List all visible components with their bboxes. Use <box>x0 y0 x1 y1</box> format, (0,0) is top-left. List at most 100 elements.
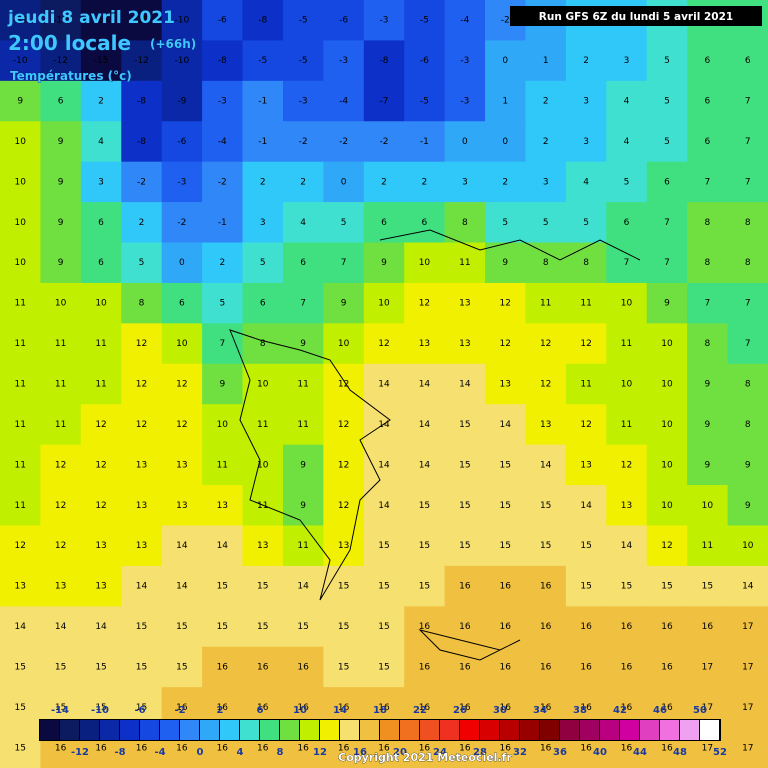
temperature-value: 5 <box>664 97 670 107</box>
temperature-value: 10 <box>661 460 673 470</box>
temperature-value: 15 <box>500 460 511 470</box>
field-cell <box>363 444 405 486</box>
field-cell <box>323 565 365 607</box>
field-cell <box>727 404 768 446</box>
temperature-value: -15 <box>94 56 109 66</box>
field-cell <box>40 0 82 41</box>
temperature-value: 10 <box>338 339 350 349</box>
legend-swatch <box>360 720 379 740</box>
field-cell <box>444 323 486 365</box>
field-cell <box>525 282 567 324</box>
field-cell <box>444 121 486 163</box>
field-cell <box>687 606 729 648</box>
legend-label: -12 <box>71 747 89 758</box>
temperature-value: 16 <box>257 662 269 672</box>
field-cell <box>80 202 122 244</box>
field-cell <box>161 80 203 122</box>
field-cell <box>282 363 324 405</box>
temperature-value: 14 <box>378 501 390 511</box>
field-cell <box>0 485 41 526</box>
field-cell <box>161 0 203 41</box>
temperature-value: 16 <box>661 622 673 632</box>
temperature-value: -4 <box>218 137 227 147</box>
legend-label: 28 <box>473 747 487 758</box>
field-cell <box>687 565 729 607</box>
legend-label: 50 <box>693 705 707 716</box>
temperature-value: 15 <box>459 541 470 551</box>
temperature-value: 9 <box>219 380 225 390</box>
temperature-value: 14 <box>378 380 390 390</box>
temperature-value: -5 <box>299 16 308 26</box>
temperature-value: 13 <box>338 541 349 551</box>
temperature-value: 11 <box>14 380 25 390</box>
legend-swatch <box>480 720 499 740</box>
date-title: jeudi 8 avril 2021 <box>7 8 175 28</box>
field-cell <box>282 121 324 163</box>
field-cell <box>404 0 446 41</box>
temperature-value: 2 <box>583 56 589 66</box>
temperature-value: 12 <box>55 501 66 511</box>
field-cell <box>606 121 648 163</box>
field-cell <box>404 485 446 526</box>
legend-label: 40 <box>593 747 607 758</box>
field-cell <box>606 202 648 244</box>
legend-label: 0 <box>197 747 204 758</box>
legend-label: 52 <box>713 747 727 758</box>
legend-swatch <box>460 720 479 740</box>
field-cell <box>80 646 122 688</box>
field-cell <box>161 323 203 365</box>
temperature-value: 9 <box>300 339 306 349</box>
temperature-value: 14 <box>419 380 431 390</box>
field-cell <box>606 80 648 122</box>
field-cell <box>404 161 446 203</box>
temperature-value: 17 <box>742 662 753 672</box>
temperature-value: -5 <box>420 97 429 107</box>
temperature-value: 16 <box>661 703 673 713</box>
legend-label: 34 <box>533 705 547 716</box>
temperature-value: 7 <box>341 258 347 268</box>
field-cell <box>606 646 648 688</box>
temperature-value: -2 <box>380 137 389 147</box>
field-cell <box>202 565 244 607</box>
temperature-value: 4 <box>624 137 630 147</box>
field-cell <box>646 525 688 567</box>
field-cell <box>121 121 163 163</box>
field-cell <box>687 363 729 405</box>
field-cell <box>687 282 729 324</box>
temperature-value: 12 <box>338 420 349 430</box>
temperature-value: -9 <box>177 97 186 107</box>
temperature-value: 13 <box>500 380 511 390</box>
temperature-value: 6 <box>58 97 64 107</box>
field-cell <box>242 161 284 203</box>
temperature-value: 10 <box>661 420 673 430</box>
temperature-value: 16 <box>500 582 512 592</box>
legend-swatch <box>660 720 679 740</box>
field-cell <box>687 525 729 567</box>
temperature-value: 6 <box>705 56 711 66</box>
field-cell <box>242 282 284 324</box>
temperature-value: 13 <box>257 541 268 551</box>
legend-label: 10 <box>293 705 307 716</box>
temperature-value: 2 <box>219 258 225 268</box>
field-cell <box>525 363 567 405</box>
field-cell <box>282 525 324 567</box>
field-cell <box>323 121 365 163</box>
field-cell <box>0 80 41 122</box>
field-cell <box>161 646 203 688</box>
temperature-value: 16 <box>500 743 512 753</box>
field-cell <box>161 404 203 446</box>
temperature-value: 13 <box>95 541 106 551</box>
temperature-value: 15 <box>55 703 66 713</box>
temperature-value: 11 <box>297 420 308 430</box>
time-title: 2:00 locale <box>8 31 131 55</box>
field-cell <box>202 242 244 284</box>
run-label: Run GFS 6Z du lundi 5 avril 2021 <box>539 11 733 23</box>
temperature-value: 6 <box>705 137 711 147</box>
legend-swatch <box>440 720 459 740</box>
field-cell <box>727 202 768 244</box>
field-cell <box>525 161 567 203</box>
field-cell <box>282 242 324 284</box>
temperature-value: -6 <box>339 16 348 26</box>
field-cell <box>687 646 729 688</box>
field-cell <box>202 202 244 244</box>
